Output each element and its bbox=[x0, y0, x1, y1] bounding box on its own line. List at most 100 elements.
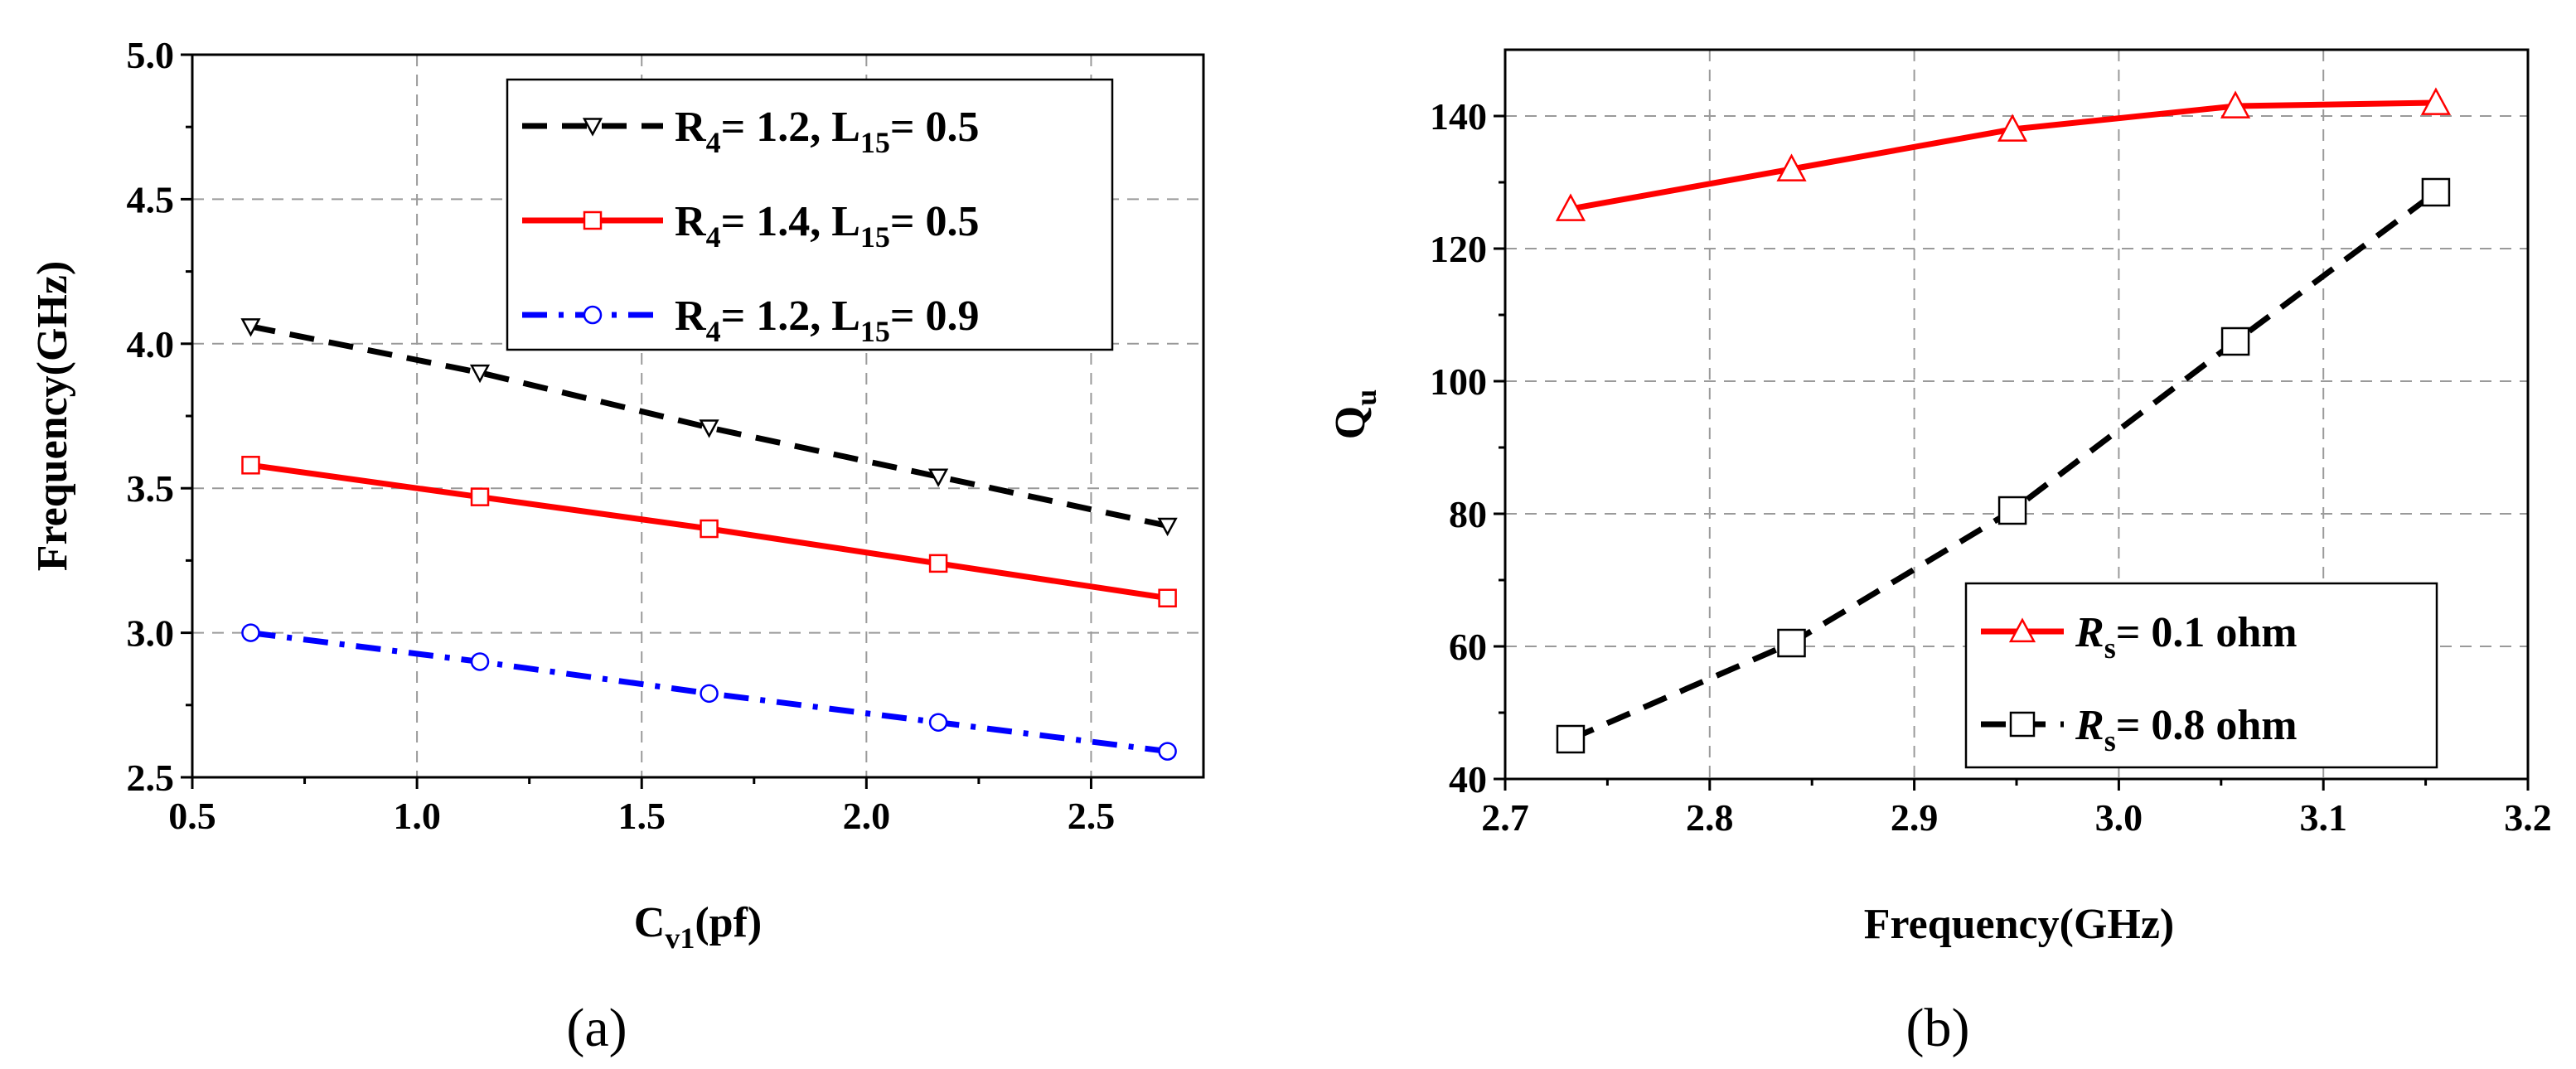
y-tick-label: 60 bbox=[1449, 626, 1487, 668]
data-point bbox=[470, 487, 490, 506]
series-2 bbox=[241, 456, 1177, 607]
legend-label-sub: 4 bbox=[706, 315, 721, 348]
x-axis-title-part: (pf) bbox=[695, 899, 762, 946]
data-point bbox=[1158, 742, 1177, 761]
x-tick-label: 3.2 bbox=[2504, 796, 2552, 839]
y-tick-label: 140 bbox=[1430, 95, 1487, 138]
data-point bbox=[240, 318, 261, 337]
data-point bbox=[1158, 588, 1177, 607]
legend-marker bbox=[582, 118, 603, 137]
legend-label-part: R bbox=[675, 293, 707, 340]
y-axis-title-sub: u bbox=[1349, 389, 1382, 406]
legend-label: Rs= 0.8 ohm bbox=[2075, 702, 2298, 757]
series-1 bbox=[240, 318, 1178, 537]
x-tick-label: 2.5 bbox=[1068, 795, 1116, 837]
panel-label: (b) bbox=[1906, 998, 1970, 1058]
x-tick-label: 2.7 bbox=[1481, 796, 1529, 839]
y-tick-label: 2.5 bbox=[127, 757, 175, 799]
x-tick-label: 3.1 bbox=[2299, 796, 2347, 839]
legend-label-sub: 4 bbox=[706, 220, 721, 254]
data-point bbox=[1555, 193, 1586, 221]
y-tick-label: 40 bbox=[1449, 758, 1487, 801]
legend-marker bbox=[583, 210, 603, 230]
legend-label-part: = 1.2, L bbox=[721, 293, 860, 340]
legend-label: R4= 1.2, L15= 0.5 bbox=[675, 104, 980, 159]
data-point bbox=[1777, 628, 1806, 658]
y-tick-label: 120 bbox=[1430, 228, 1487, 270]
y-axis-title-part: Q bbox=[1327, 406, 1374, 439]
data-point bbox=[2220, 327, 2250, 356]
x-tick-label: 3.0 bbox=[2095, 796, 2143, 839]
data-point bbox=[2421, 177, 2451, 207]
y-axis-title: Qu bbox=[1327, 389, 1382, 439]
y-tick-label: 3.0 bbox=[127, 612, 175, 655]
data-point bbox=[241, 623, 260, 642]
legend-label-sub: s bbox=[2104, 724, 2116, 757]
data-point bbox=[927, 468, 949, 487]
x-tick-label: 0.5 bbox=[168, 795, 216, 837]
legend-box bbox=[1964, 582, 2438, 769]
legend-label-sub: 15 bbox=[860, 126, 890, 159]
x-axis-title: Cv1(pf) bbox=[634, 899, 762, 955]
data-point bbox=[2220, 90, 2251, 119]
data-point bbox=[241, 456, 260, 475]
legend-label-part: R bbox=[2075, 609, 2104, 656]
data-point bbox=[928, 713, 948, 732]
legend-label: R4= 1.2, L15= 0.9 bbox=[675, 293, 980, 348]
legend: R4= 1.2, L15= 0.5R4= 1.4, L15= 0.5R4= 1.… bbox=[506, 78, 1114, 351]
legend-label-part: = 0.1 ohm bbox=[2116, 609, 2298, 656]
legend-label: Rs= 0.1 ohm bbox=[2075, 609, 2298, 665]
data-point bbox=[1776, 153, 1807, 181]
legend-label-part: R bbox=[675, 198, 707, 245]
legend-label-part: = 1.4, L bbox=[721, 198, 860, 245]
x-tick-label: 2.0 bbox=[843, 795, 891, 837]
y-tick-label: 80 bbox=[1449, 493, 1487, 535]
series-line bbox=[1570, 99, 2436, 212]
y-axis-title: Frequency(GHz) bbox=[29, 261, 76, 572]
legend-marker bbox=[2008, 617, 2036, 643]
data-point bbox=[700, 519, 719, 539]
chart-a: 0.5 1.0 1.5 2.0 2.52.53.03.54.04.55.0R4= 1.2… bbox=[29, 34, 1205, 1058]
data-point bbox=[928, 554, 948, 573]
data-point bbox=[1997, 114, 2028, 142]
x-axis-title-part: C bbox=[634, 899, 666, 946]
x-axis-title: Frequency(GHz) bbox=[1864, 901, 2175, 948]
x-tick-label: 1.5 bbox=[617, 795, 666, 837]
series-3 bbox=[241, 623, 1177, 761]
data-point bbox=[1157, 517, 1178, 537]
legend-label-part: = 0.5 bbox=[890, 198, 980, 245]
legend-marker bbox=[2009, 711, 2036, 738]
legend-label-sub: s bbox=[2104, 631, 2116, 665]
x-tick-label: 2.9 bbox=[1891, 796, 1939, 839]
y-tick-label: 4.0 bbox=[127, 323, 175, 365]
data-point bbox=[470, 652, 490, 671]
panel-label: (a) bbox=[566, 998, 627, 1058]
legend-label-part: = 0.5 bbox=[890, 104, 980, 151]
legend-marker bbox=[583, 305, 603, 325]
legend-label-sub: 15 bbox=[860, 220, 890, 254]
legend-label-part: = 0.8 ohm bbox=[2116, 702, 2298, 749]
x-tick-label: 2.8 bbox=[1686, 796, 1734, 839]
data-point bbox=[469, 364, 491, 384]
y-tick-label: 5.0 bbox=[127, 34, 175, 76]
y-tick-label: 100 bbox=[1430, 360, 1487, 403]
legend-label: R4= 1.4, L15= 0.5 bbox=[675, 198, 980, 254]
data-point bbox=[1556, 724, 1586, 754]
data-point bbox=[700, 684, 719, 704]
data-point bbox=[2420, 87, 2452, 115]
legend-label-part: R bbox=[675, 104, 707, 151]
data-point bbox=[1997, 496, 2027, 525]
legend-label-sub: 15 bbox=[860, 315, 890, 348]
series-1 bbox=[1555, 87, 2452, 221]
y-tick-label: 3.5 bbox=[127, 467, 175, 510]
series-2 bbox=[1556, 177, 2451, 754]
legend-label-part: R bbox=[2075, 702, 2104, 749]
legend-label-part: = 1.2, L bbox=[721, 104, 860, 151]
legend-label-sub: 4 bbox=[706, 126, 721, 159]
x-axis-title-sub: v1 bbox=[665, 921, 695, 955]
data-point bbox=[699, 419, 719, 438]
y-tick-label: 4.5 bbox=[127, 178, 175, 220]
